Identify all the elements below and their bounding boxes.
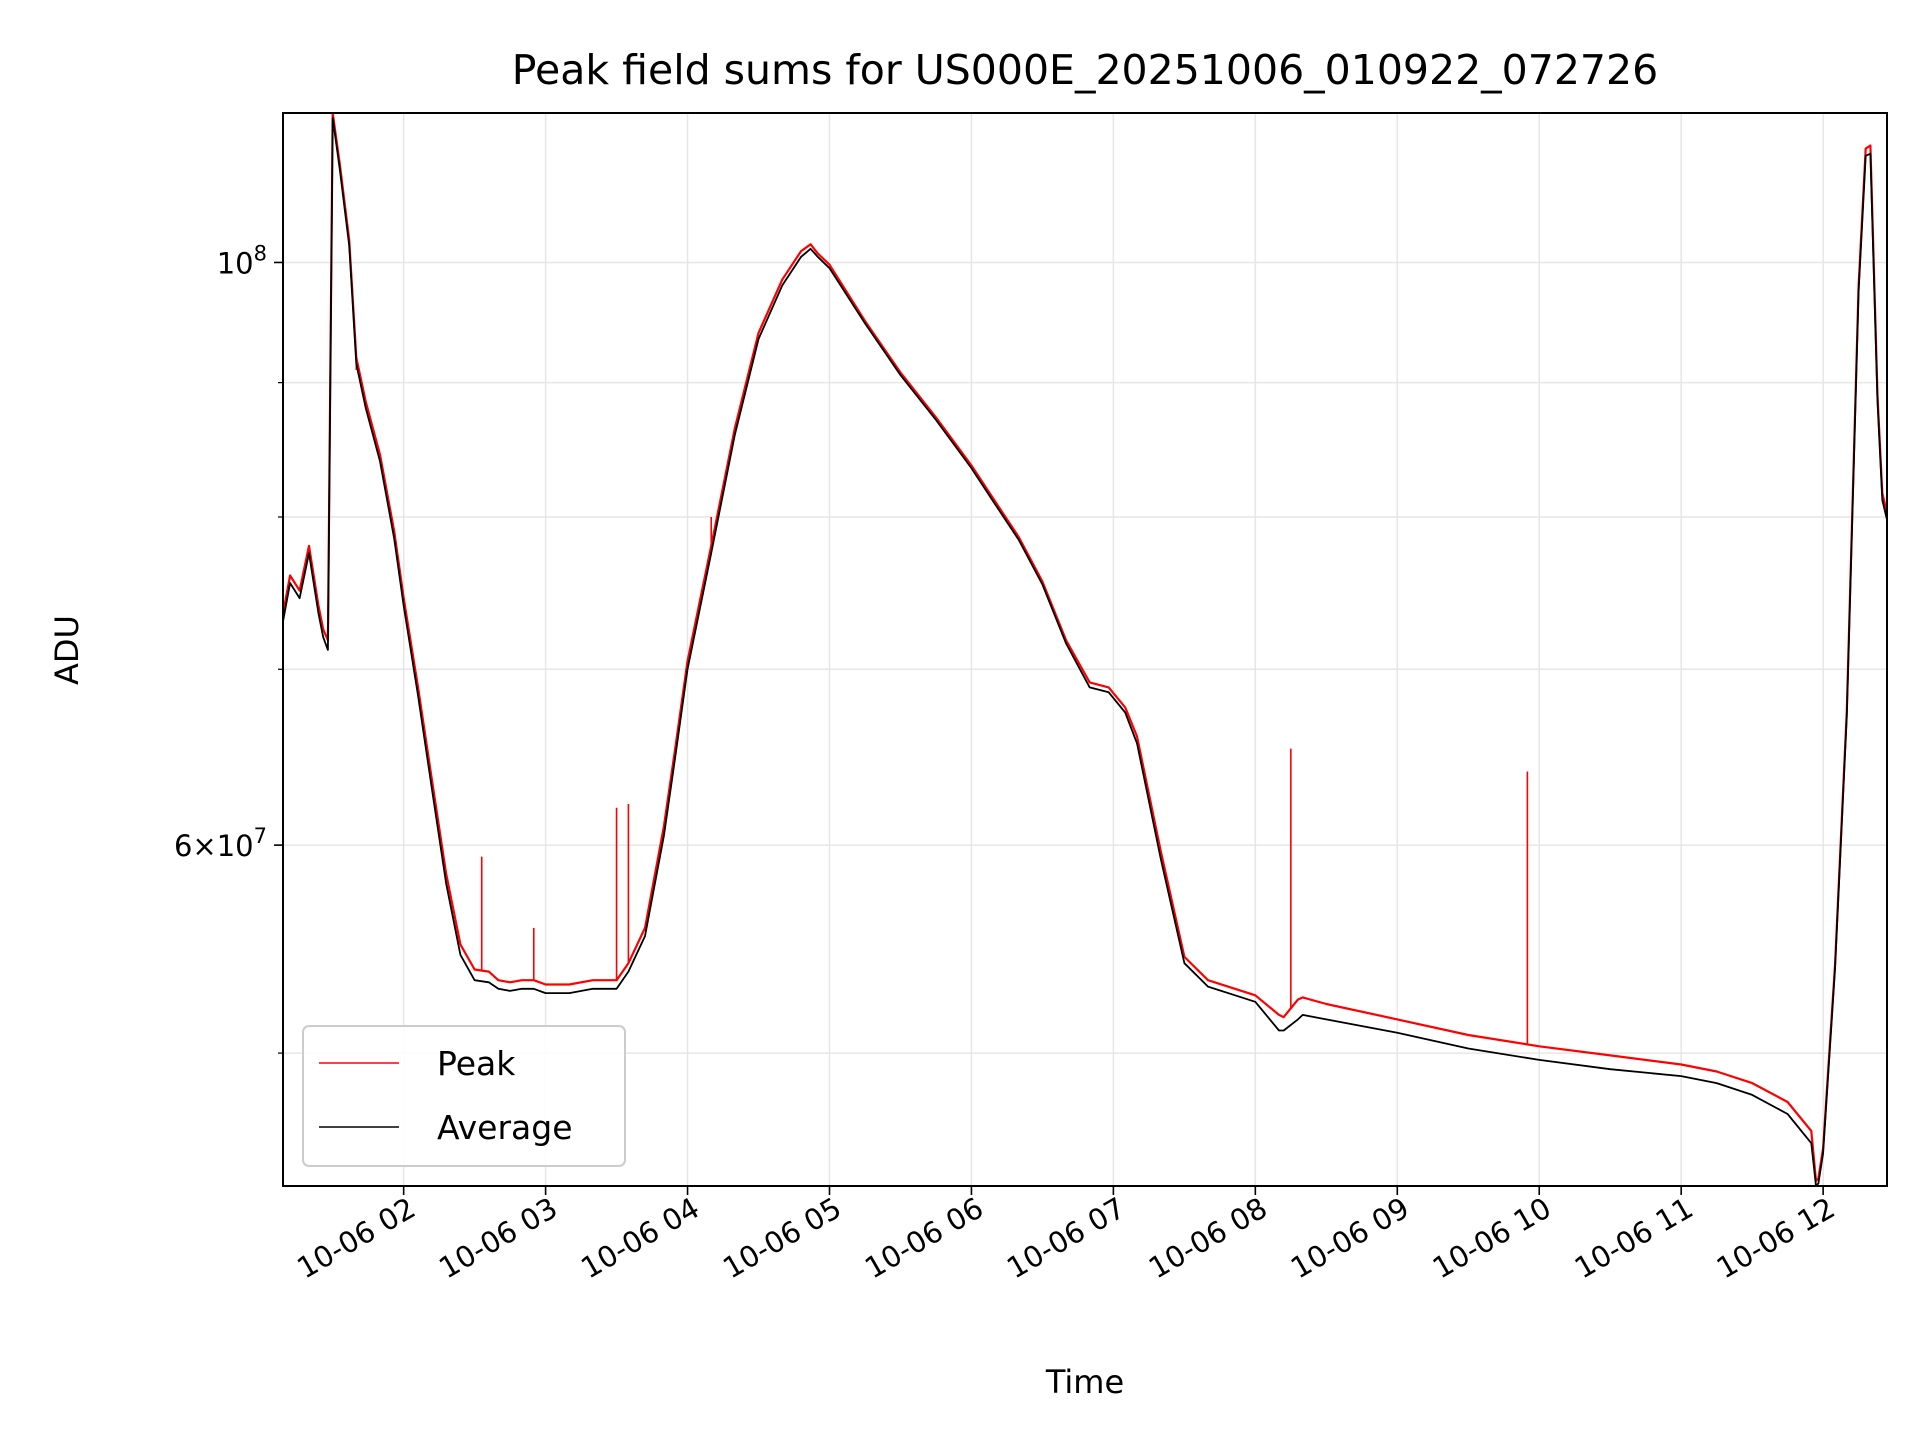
y-tick-mantissa: 6 — [174, 829, 192, 863]
plot-frame — [282, 112, 1888, 1187]
legend-label-peak: Peak — [437, 1044, 516, 1083]
series-line-peak — [283, 113, 1887, 1182]
y-tick-base: 10 — [217, 246, 254, 280]
chart-title: Peak field sums for US000E_20251006_0109… — [512, 46, 1658, 94]
y-tick-exponent: 7 — [254, 824, 267, 848]
series-group — [283, 113, 1887, 1186]
y-tick-base: 10 — [217, 829, 254, 863]
legend-box — [302, 1025, 626, 1167]
y-tick-times: × — [192, 829, 216, 863]
legend-label-average: Average — [437, 1108, 573, 1147]
y-tick-label: 108 — [217, 241, 267, 280]
y-tick-label: 6×107 — [174, 824, 267, 863]
x-axis-title: Time — [1045, 1363, 1124, 1401]
y-axis-title: ADU — [48, 615, 86, 685]
grid — [283, 113, 1887, 1186]
series-layer — [283, 113, 1887, 1186]
series-line-average — [283, 117, 1887, 1186]
legend: Peak Average — [302, 1025, 626, 1167]
y-tick-exponent: 8 — [254, 241, 267, 265]
